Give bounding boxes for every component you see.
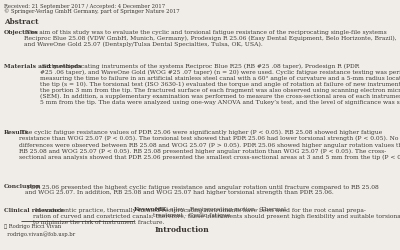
Text: Introduction: Introduction (154, 226, 209, 234)
Text: Keywords: Keywords (134, 208, 166, 212)
Text: ✉ Rodrigo Ricci Vivan: ✉ Rodrigo Ricci Vivan (4, 224, 61, 229)
Text: rodrigo.vivan@fob.usp.br: rodrigo.vivan@fob.usp.br (4, 231, 75, 237)
Text: The aim of this study was to evaluate the cyclic and torsional fatigue resistanc: The aim of this study was to evaluate th… (24, 30, 396, 47)
Text: Clinical relevance: Clinical relevance (4, 208, 64, 213)
Text: In endodontic practice, thermally treated reciprocating instruments have been us: In endodontic practice, thermally treate… (33, 208, 400, 225)
Text: Sixty reciprocating instruments of the systems Reciproc Blue R25 (RB #25 .08 tap: Sixty reciprocating instruments of the s… (40, 64, 400, 105)
Text: Results: Results (4, 130, 29, 135)
Text: Abstract: Abstract (4, 18, 38, 25)
Text: Received: 21 September 2017 / Accepted: 4 December 2017: Received: 21 September 2017 / Accepted: … (4, 4, 165, 9)
Text: Conclusion: Conclusion (4, 184, 41, 190)
Text: The cyclic fatigue resistance values of PDR 25.06 were significantly higher (P <: The cyclic fatigue resistance values of … (18, 130, 400, 160)
Text: NiTi alloy · Reciprocating motion · Thermal
treatment · Cyclic fatigue: NiTi alloy · Reciprocating motion · Ther… (153, 208, 286, 218)
Text: © Springer-Verlag GmbH Germany, part of Springer Nature 2017: © Springer-Verlag GmbH Germany, part of … (4, 8, 180, 14)
Text: Materials and methods: Materials and methods (4, 64, 82, 69)
Text: PDR 25.06 presented the highest cyclic fatigue resistance and angular rotation u: PDR 25.06 presented the highest cyclic f… (25, 184, 379, 195)
Text: Objectives: Objectives (4, 30, 39, 35)
